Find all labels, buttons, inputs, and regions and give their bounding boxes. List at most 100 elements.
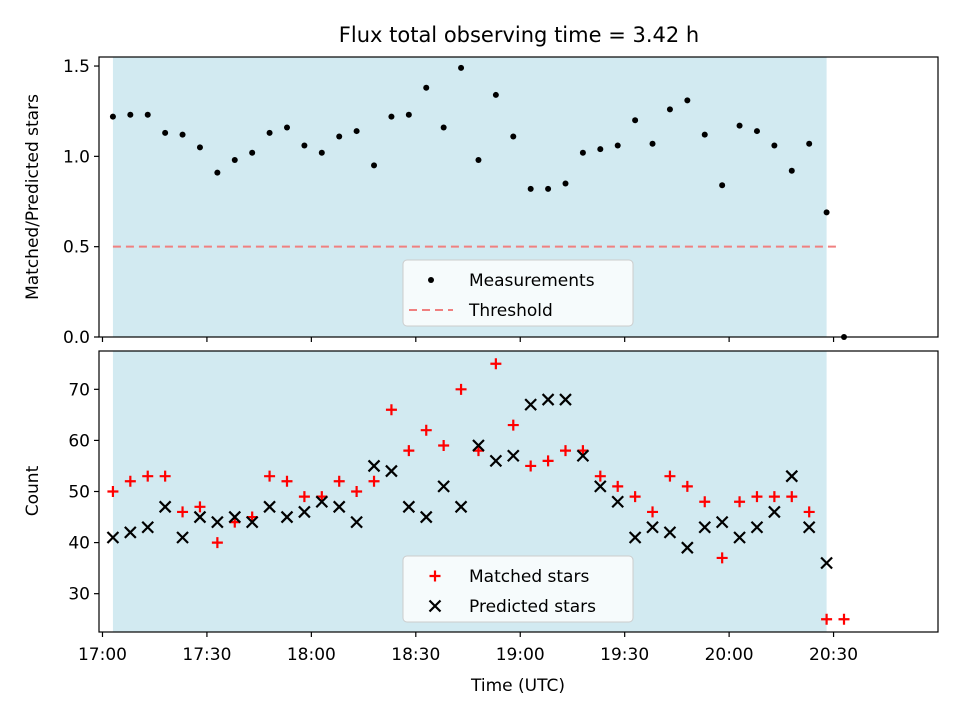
measurement-point — [231, 156, 238, 163]
bottom-legend: Matched stars Predicted stars — [402, 555, 634, 623]
bottom-ytick-label: 50 — [68, 483, 90, 503]
predicted-stars-point — [663, 526, 677, 539]
predicted-stars-point — [507, 449, 520, 463]
legend-label: Matched stars — [469, 567, 589, 587]
matched-stars-point — [298, 491, 310, 503]
predicted-stars-point — [681, 541, 694, 554]
measurement-point — [823, 209, 830, 216]
predicted-stars-point — [715, 515, 729, 529]
bottom-xtick-label: 17:30 — [182, 645, 231, 665]
bottom-panel: 30 40 50 60 70 17:00 17:30 18:00 18:30 19:00 19:30… — [23, 350, 939, 696]
measurement-point — [701, 131, 708, 138]
matched-stars-point — [681, 480, 693, 492]
matched-stars-point — [647, 506, 659, 518]
measurement-point — [527, 185, 534, 192]
bottom-xlabel: Time (UTC) — [470, 676, 565, 696]
matched-stars-point — [838, 613, 850, 625]
measurement-point — [371, 162, 378, 169]
measurement-point — [475, 156, 482, 163]
legend-box — [402, 555, 634, 623]
measurement-point — [788, 167, 795, 174]
predicted-stars-point — [367, 459, 381, 473]
predicted-stars-point — [820, 556, 833, 570]
bottom-xtick-label: 19:00 — [496, 645, 545, 665]
matched-stars-point — [664, 470, 676, 482]
matched-stars-point — [264, 470, 276, 482]
top-axes-frame — [98, 56, 939, 338]
predicted-stars-point — [698, 520, 712, 534]
measurement-point — [353, 128, 360, 135]
predicted-stars-point — [785, 469, 799, 483]
matched-stars-point — [803, 506, 815, 518]
predicted-stars-point — [628, 531, 642, 544]
matched-stars-point — [629, 491, 641, 503]
predicted-stars-point — [489, 454, 503, 468]
measurement-point — [753, 128, 760, 135]
matched-stars-point — [786, 491, 798, 503]
matched-stars-point — [281, 475, 293, 487]
predicted-stars-point — [280, 510, 294, 524]
top-ytick-label: 0.5 — [63, 238, 90, 258]
measurement-point — [336, 133, 343, 140]
predicted-stars-point — [768, 505, 781, 519]
legend-measurement-marker — [428, 277, 434, 283]
predicted-stars-point — [454, 500, 468, 514]
predicted-stars-point — [228, 510, 242, 524]
predicted-stars-point — [559, 393, 572, 406]
top-legend: Measurements Threshold — [402, 259, 634, 327]
measurement-point — [632, 117, 639, 124]
predicted-stars-point — [315, 495, 329, 508]
top-ytick-label: 1.5 — [63, 57, 90, 77]
legend-box — [402, 259, 634, 327]
bottom-xtick-label: 19:30 — [600, 645, 649, 665]
predicted-stars-point — [402, 500, 416, 514]
predicted-stars-point — [419, 510, 433, 524]
matched-stars-point — [438, 440, 450, 452]
measurement-point — [597, 146, 604, 153]
predicted-stars-point — [350, 515, 363, 529]
measurement-point — [719, 182, 726, 189]
matched-stars-point — [507, 419, 519, 431]
bottom-xtick-label: 20:00 — [705, 645, 754, 665]
matched-stars-point — [403, 445, 415, 457]
matched-stars-point — [351, 486, 363, 497]
predicted-stars-point — [298, 505, 311, 519]
measurement-point — [545, 185, 552, 192]
matched-stars-point — [142, 470, 154, 482]
matched-stars-point — [124, 475, 136, 487]
measurement-point — [666, 106, 673, 113]
matched-stars-point — [490, 358, 502, 370]
measurement-point — [562, 180, 569, 187]
matched-stars-point — [420, 424, 432, 436]
measurement-point — [196, 144, 203, 151]
measurement-point — [249, 149, 256, 156]
matched-stars-point — [159, 470, 171, 482]
measurement-point — [214, 169, 221, 176]
predicted-stars-point — [611, 495, 624, 508]
matched-stars-point — [194, 501, 206, 513]
bottom-ytick-label: 40 — [68, 534, 90, 554]
matched-stars-point — [699, 496, 711, 508]
measurement-point — [458, 64, 465, 71]
predicted-stars-point — [576, 449, 590, 463]
matched-stars-point — [542, 455, 554, 467]
matched-stars-point — [368, 475, 380, 487]
measurement-point — [423, 84, 430, 91]
predicted-stars-point — [211, 515, 224, 529]
predicted-stars-point — [106, 531, 120, 544]
top-ylabel: Matched/Predicted stars — [23, 94, 43, 300]
measurement-point — [301, 142, 308, 149]
predicted-stars-point — [245, 515, 259, 529]
measurement-point — [144, 111, 151, 118]
predicted-stars-point — [193, 510, 207, 524]
measurement-point — [318, 149, 325, 156]
matched-stars-point — [525, 460, 537, 472]
matched-stars-point — [751, 491, 763, 503]
measurement-point — [127, 111, 134, 118]
legend-label: Threshold — [468, 301, 553, 321]
bottom-ytick-label: 60 — [68, 431, 90, 451]
matched-stars-point — [559, 445, 571, 457]
top-panel: 0.0 0.5 1.0 1.5 Matched/Predicted stars Mea… — [23, 56, 939, 348]
predicted-stars-point — [176, 531, 189, 544]
